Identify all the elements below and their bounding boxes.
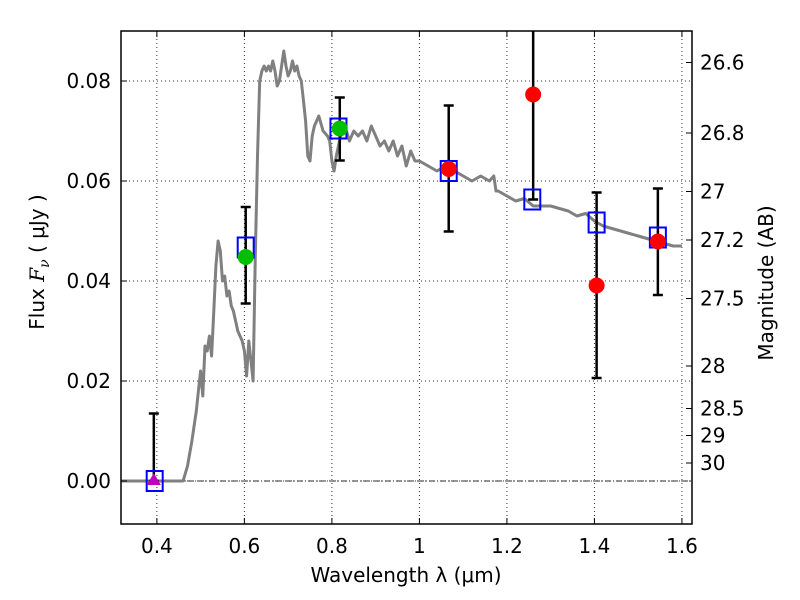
x-tick-label: 1.2 [491,534,523,558]
y2-axis-label: Magnitude (AB) [754,205,778,360]
svg-text:Flux Fν ( μJy ): Flux Fν ( μJy ) [25,194,53,329]
errorbars-group [148,31,663,483]
y-axis: 0.00 0.02 0.04 0.06 0.08 [66,69,127,493]
model-spectrum-group [121,49,682,483]
y2-tick-label: 27.2 [700,228,745,252]
y2-tick-label: 28 [700,354,725,378]
x-axis-label: Wavelength λ (μm) [310,563,501,587]
y2-tick-label: 26.6 [700,51,745,75]
y2-tick-label: 26.8 [700,121,745,145]
upper-limit-triangle [146,473,161,485]
y-axis-label: Flux Fν ( μJy ) [25,194,53,329]
observation-point [237,249,254,265]
x-tick-label: 0.4 [141,534,173,558]
x-tick-label: 1 [413,534,426,558]
y2-tick-label: 29 [700,424,725,448]
x-tick-label: 0.6 [228,534,260,558]
y-tick-label: 0.02 [66,369,111,393]
y-tick-label: 0.04 [66,269,111,293]
x-tick-label: 0.8 [316,534,348,558]
observation-point [525,86,542,103]
y2-tick-label: 27 [700,180,725,204]
observation-point [649,233,666,250]
plot-frame [120,30,693,525]
y2-tick-label: 30 [700,451,725,475]
y2-axis: 26.6 26.8 27 27.2 27.5 28 28.5 29 30 [686,51,745,475]
observation-point [440,161,457,177]
x-tick-label: 1.4 [579,534,611,558]
y-axis-label-subscript: ν [37,259,53,268]
observation-point [588,277,605,294]
model-photometry-square [145,470,164,492]
x-tick-label: 1.6 [666,534,698,558]
model-spectrum-line [121,49,682,483]
plot-content [121,31,682,492]
y-axis-label-symbol: F [25,267,49,283]
y-tick-label: 0.00 [66,469,111,493]
y-axis-label-prefix: Flux [25,282,49,330]
y-axis-label-suffix: ( μJy ) [25,194,49,259]
y-tick-label: 0.06 [66,169,111,193]
model-photometry-square [523,188,542,211]
observation-point [331,120,348,137]
model-photometry-square [587,211,606,234]
x-axis: 0.4 0.6 0.8 1 1.2 1.4 1.6 [141,31,698,558]
y-tick-label: 0.08 [66,69,111,93]
y2-tick-label: 28.5 [700,397,745,421]
observations-group [146,86,666,485]
y2-tick-label: 27.5 [700,287,745,311]
